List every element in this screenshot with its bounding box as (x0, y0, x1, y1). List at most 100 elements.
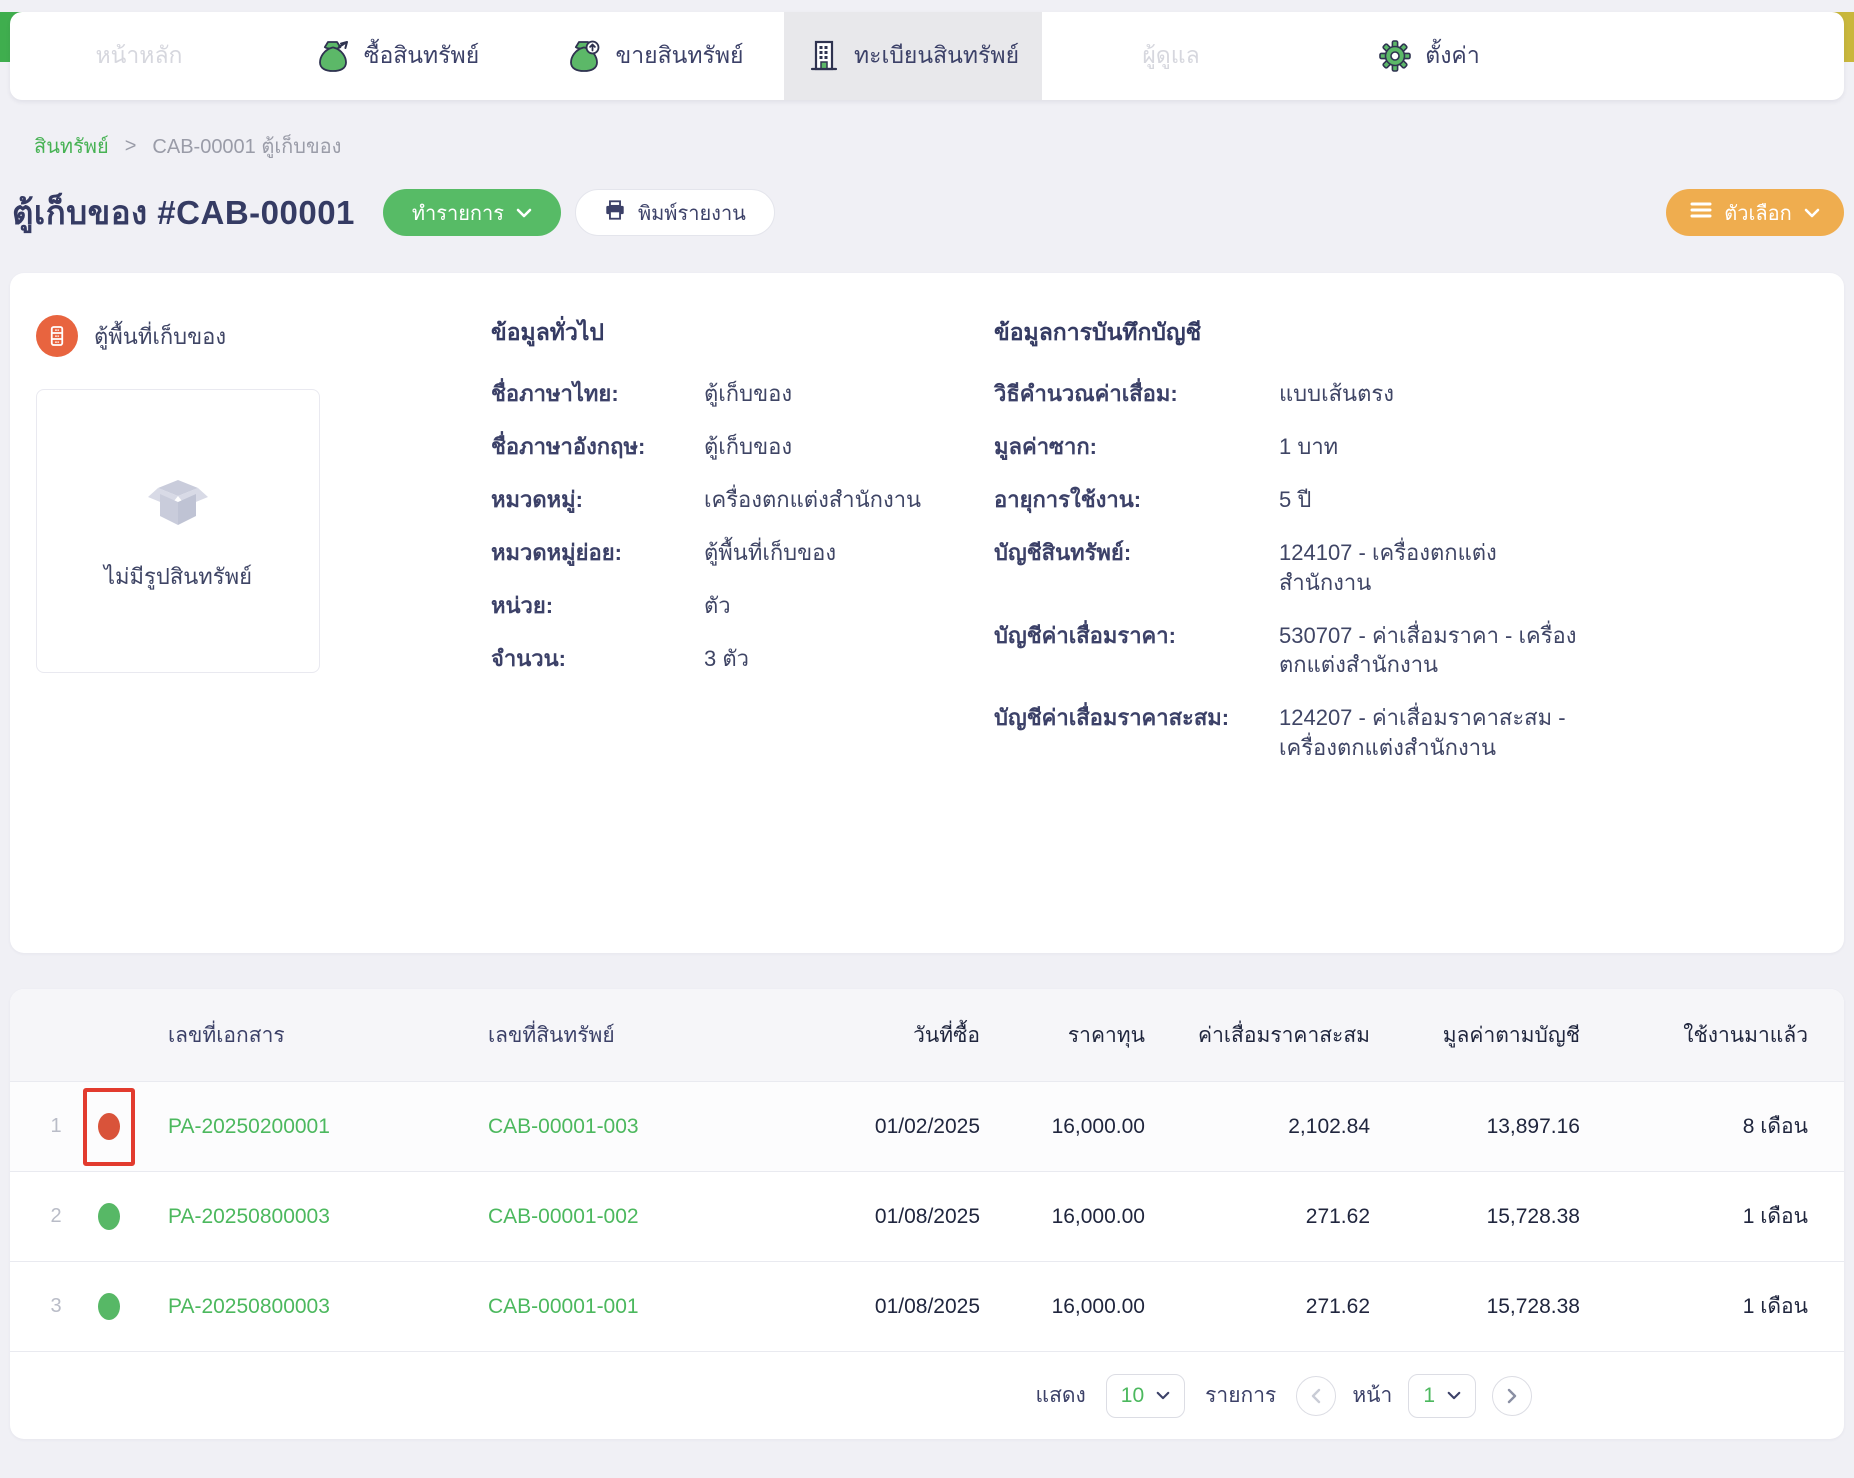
table-pagination: แสดง 10 รายการ หน้า 1 (10, 1351, 1844, 1439)
asset-no-link[interactable]: CAB-00001-003 (460, 1115, 780, 1139)
asset-items-table: เลขที่เอกสาร เลขที่สินทรัพย์ วันที่ซื้อ … (10, 989, 1844, 1439)
items-label: รายการ (1205, 1379, 1276, 1412)
info-row-accum-depreciation-account: บัญชีค่าเสื่อมราคาสะสม: 124207 - ค่าเสื่… (994, 703, 1579, 763)
column-header-asset-no: เลขที่สินทรัพย์ (460, 1019, 780, 1052)
tab-buy-assets-label: ซื้อสินทรัพย์ (364, 38, 479, 74)
money-bag-sell-icon (566, 38, 602, 74)
asset-image-placeholder: ไม่มีรูปสินทรัพย์ (36, 389, 320, 673)
breadcrumb-separator: > (125, 135, 137, 158)
info-row-salvage-value: มูลค่าซาก: 1 บาท (994, 432, 1579, 462)
general-info-title: ข้อมูลทั่วไป (491, 315, 961, 351)
info-row-quantity: จำนวน: 3 ตัว (491, 644, 961, 674)
asset-no-link[interactable]: CAB-00001-001 (460, 1295, 780, 1319)
empty-box-icon (134, 468, 222, 545)
gear-icon (1378, 39, 1412, 73)
column-header-book-value: มูลค่าตามบัญชี (1370, 1019, 1580, 1052)
info-row-unit: หน่วย: ตัว (491, 591, 961, 621)
chevron-down-icon (516, 208, 532, 218)
print-report-button[interactable]: พิมพ์รายงาน (575, 189, 775, 236)
page-number: 1 (1423, 1384, 1435, 1408)
tab-home-label: หน้าหลัก (96, 38, 183, 74)
row-index: 2 (34, 1205, 78, 1228)
tab-admin-label: ผู้ดูแล (1142, 38, 1199, 74)
printer-icon (604, 199, 626, 227)
doc-no-link[interactable]: PA-20250800003 (140, 1205, 460, 1229)
purchase-date: 01/02/2025 (780, 1115, 980, 1139)
money-bag-buy-icon (315, 38, 351, 74)
tab-sell-assets-label: ขายสินทรัพย์ (615, 38, 743, 74)
options-button[interactable]: ตัวเลือก (1666, 189, 1844, 236)
next-page-button[interactable] (1492, 1376, 1532, 1416)
purchase-date: 01/08/2025 (780, 1295, 980, 1319)
column-header-cost: ราคาทุน (980, 1019, 1145, 1052)
asset-no-link[interactable]: CAB-00001-002 (460, 1205, 780, 1229)
print-report-button-label: พิมพ์รายงาน (638, 197, 746, 229)
chevron-down-icon (1156, 1391, 1170, 1400)
show-label: แสดง (1036, 1379, 1086, 1412)
main-nav: หน้าหลัก ซื้อสินทรัพย์ ขายสินทรัพย์ (10, 12, 1844, 100)
tab-settings[interactable]: ตั้งค่า (1300, 12, 1558, 100)
subcategory-badge: ตู้พื้นที่เก็บของ (36, 315, 336, 357)
status-dot-red (98, 1113, 120, 1140)
accounting-info-section: ข้อมูลการบันทึกบัญชี วิธีคำนวณค่าเสื่อม:… (994, 315, 1579, 917)
info-row-category: หมวดหมู่: เครื่องตกแต่งสำนักงาน (491, 485, 961, 515)
age-value: 1 เดือน (1580, 1290, 1808, 1323)
tab-settings-label: ตั้งค่า (1425, 38, 1479, 74)
book-value: 15,728.38 (1370, 1295, 1580, 1319)
annotation-highlight-box (83, 1088, 135, 1166)
accum-depreciation-value: 271.62 (1145, 1205, 1370, 1229)
info-row-english-name: ชื่อภาษาอังกฤษ: ตู้เก็บของ (491, 432, 961, 462)
table-row: 1 PA-20250200001 CAB-00001-003 01/02/202… (10, 1081, 1844, 1171)
age-value: 1 เดือน (1580, 1200, 1808, 1233)
info-row-depreciation-method: วิธีคำนวณค่าเสื่อม: แบบเส้นตรง (994, 379, 1579, 409)
general-info-section: ข้อมูลทั่วไป ชื่อภาษาไทย: ตู้เก็บของ ชื่… (491, 315, 961, 917)
menu-icon (1690, 201, 1712, 225)
row-index: 3 (34, 1295, 78, 1318)
cost-value: 16,000.00 (980, 1115, 1145, 1139)
info-row-thai-name: ชื่อภาษาไทย: ตู้เก็บของ (491, 379, 961, 409)
column-header-accum-dep: ค่าเสื่อมราคาสะสม (1145, 1019, 1370, 1052)
tab-sell-assets[interactable]: ขายสินทรัพย์ (526, 12, 784, 100)
book-value: 13,897.16 (1370, 1115, 1580, 1139)
tab-asset-register[interactable]: ทะเบียนสินทรัพย์ (784, 12, 1042, 100)
no-image-label: ไม่มีรูปสินทรัพย์ (104, 559, 252, 594)
column-header-doc-no: เลขที่เอกสาร (140, 1019, 460, 1052)
prev-page-button[interactable] (1296, 1376, 1336, 1416)
asset-detail-card: ตู้พื้นที่เก็บของ ไม่มีรูปสินทรัพย์ ข้อม… (10, 273, 1844, 953)
accounting-info-title: ข้อมูลการบันทึกบัญชี (994, 315, 1579, 351)
chevron-down-icon (1447, 1391, 1461, 1400)
status-dot-green (98, 1293, 120, 1320)
row-index: 1 (34, 1115, 78, 1138)
chevron-down-icon (1804, 208, 1820, 218)
info-row-useful-life: อายุการใช้งาน: 5 ปี (994, 485, 1579, 515)
doc-no-link[interactable]: PA-20250800003 (140, 1295, 460, 1319)
tab-home[interactable]: หน้าหลัก (10, 12, 268, 100)
age-value: 8 เดือน (1580, 1110, 1808, 1143)
book-value: 15,728.38 (1370, 1205, 1580, 1229)
cost-value: 16,000.00 (980, 1205, 1145, 1229)
info-row-subcategory: หมวดหมู่ย่อย: ตู้พื้นที่เก็บของ (491, 538, 961, 568)
transaction-button[interactable]: ทำรายการ (383, 189, 561, 236)
accum-depreciation-value: 2,102.84 (1145, 1115, 1370, 1139)
page-size-select[interactable]: 10 (1106, 1374, 1185, 1418)
table-row: 2 PA-20250800003 CAB-00001-002 01/08/202… (10, 1171, 1844, 1261)
cost-value: 16,000.00 (980, 1295, 1145, 1319)
info-row-asset-account: บัญชีสินทรัพย์: 124107 - เครื่องตกแต่งสำ… (994, 538, 1579, 598)
table-row: 3 PA-20250800003 CAB-00001-001 01/08/202… (10, 1261, 1844, 1351)
page-select[interactable]: 1 (1408, 1374, 1476, 1418)
tab-admin[interactable]: ผู้ดูแล (1042, 12, 1300, 100)
tab-asset-register-label: ทะเบียนสินทรัพย์ (854, 38, 1019, 74)
page-label: หน้า (1352, 1379, 1392, 1412)
options-button-label: ตัวเลือก (1724, 197, 1791, 229)
page-title: ตู้เก็บของ #CAB-00001 (12, 186, 355, 239)
doc-no-link[interactable]: PA-20250200001 (140, 1115, 460, 1139)
page-size-value: 10 (1121, 1384, 1144, 1408)
accum-depreciation-value: 271.62 (1145, 1295, 1370, 1319)
breadcrumb-assets-link[interactable]: สินทรัพย์ (34, 130, 109, 162)
building-icon (807, 39, 841, 73)
breadcrumb: สินทรัพย์ > CAB-00001 ตู้เก็บของ (34, 130, 1844, 162)
column-header-age: ใช้งานมาแล้ว (1580, 1019, 1808, 1052)
table-header-row: เลขที่เอกสาร เลขที่สินทรัพย์ วันที่ซื้อ … (10, 989, 1844, 1081)
cabinet-icon (36, 315, 78, 357)
tab-buy-assets[interactable]: ซื้อสินทรัพย์ (268, 12, 526, 100)
